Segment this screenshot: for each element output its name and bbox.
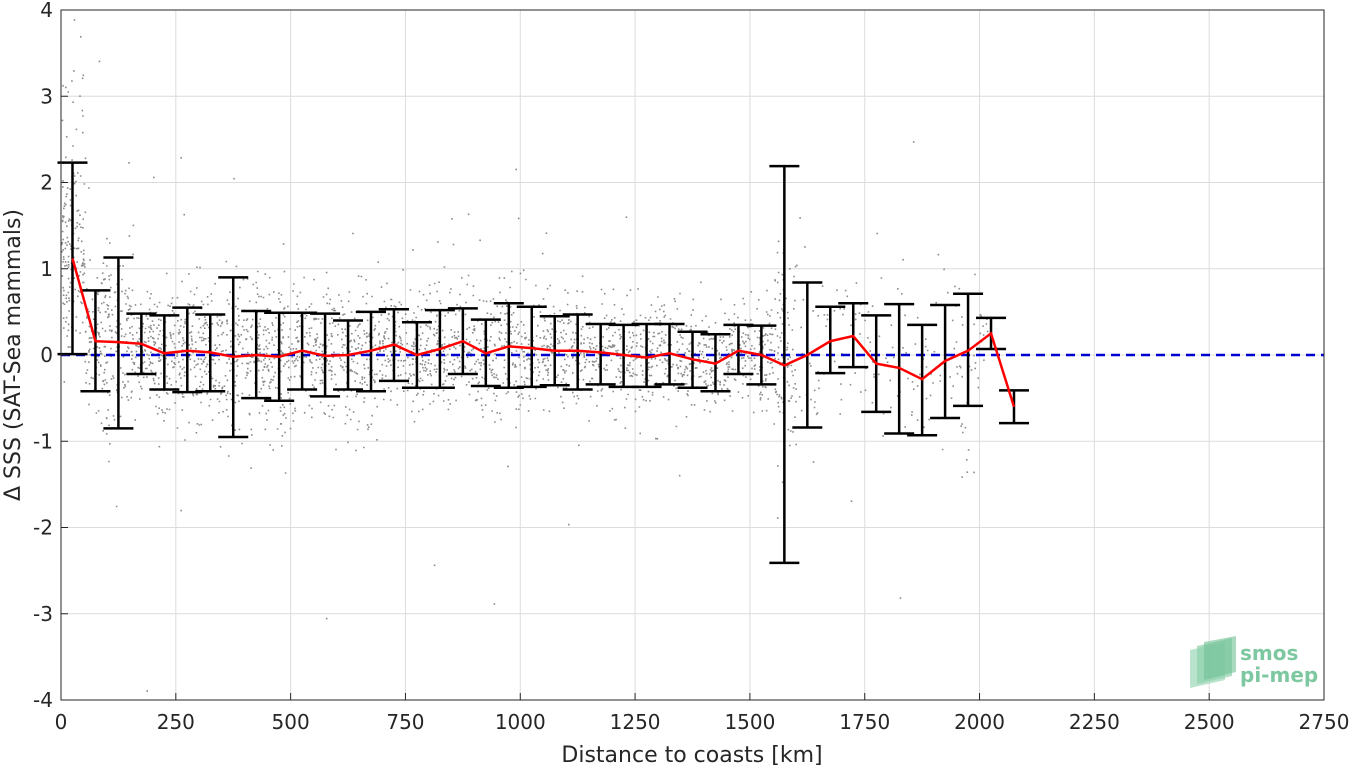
error-bar	[57, 161, 88, 356]
x-tick-label: 2500	[1184, 710, 1235, 734]
x-tick-label: 250	[157, 710, 195, 734]
x-tick-label: 1750	[839, 710, 890, 734]
error-bar	[815, 305, 846, 375]
x-tick-label: 1500	[724, 710, 775, 734]
error-bars	[57, 161, 1029, 565]
y-tick-label: 1	[40, 257, 53, 281]
y-tick-label: -1	[33, 429, 53, 453]
y-tick-label: -3	[33, 602, 53, 626]
x-tick-label: 1000	[495, 710, 546, 734]
x-tick-label: 2250	[1069, 710, 1120, 734]
x-axis-ticks: 0 250 500 750 1000 1250 1500 1750 2000 2250 2500 27…	[55, 693, 1350, 734]
x-tick-label: 2750	[1299, 710, 1350, 734]
logo-text-pimep: pi-mep	[1240, 663, 1318, 687]
x-tick-label: 750	[386, 710, 424, 734]
error-bar	[562, 313, 593, 391]
y-tick-label: 0	[40, 343, 53, 367]
y-tick-label: 3	[40, 84, 53, 108]
x-tick-label: 2000	[954, 710, 1005, 734]
y-tick-label: 4	[40, 0, 53, 22]
x-tick-label: 500	[272, 710, 310, 734]
y-tick-label: 2	[40, 171, 53, 195]
x-tick-label: 1250	[610, 710, 661, 734]
y-axis-label: Δ SSS (SAT-Sea mammals)	[1, 209, 26, 501]
x-tick-label: 0	[55, 710, 68, 734]
y-tick-label: -4	[33, 688, 53, 712]
error-bar	[998, 389, 1029, 425]
y-tick-label: -2	[33, 516, 53, 540]
logo-text-smos: smos	[1240, 641, 1298, 665]
error-bar	[516, 305, 547, 389]
smos-pimep-logo: smos pi-mep	[1190, 636, 1318, 688]
mean-line	[71, 258, 1016, 408]
x-axis-label: Distance to coasts [km]	[561, 743, 822, 768]
y-axis-ticks: -4 -3 -2 -1 0 1 2 3 4	[33, 0, 68, 712]
